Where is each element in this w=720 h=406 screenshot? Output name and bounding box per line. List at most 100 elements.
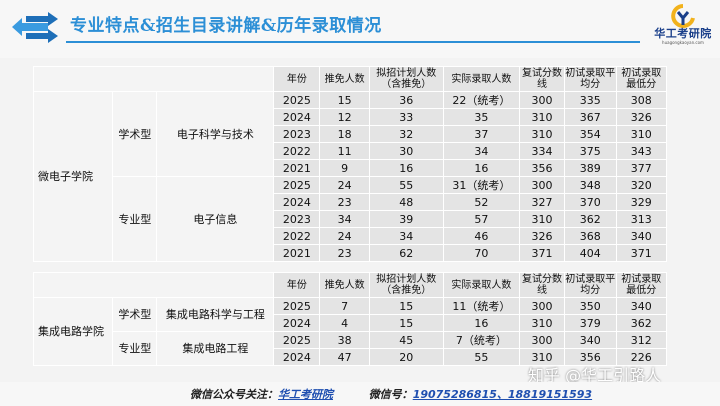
cell: 55 xyxy=(368,176,444,194)
cell: 2025 xyxy=(273,91,321,109)
cell: 4 xyxy=(319,314,370,332)
degree-type: 学术型 xyxy=(112,297,158,332)
cell: 356 xyxy=(564,348,617,366)
cell: 62 xyxy=(368,244,444,262)
column-header: 初试录取最低分 xyxy=(615,66,668,92)
cell: 343 xyxy=(615,142,668,160)
cell: 313 xyxy=(615,210,668,228)
cell: 15 xyxy=(319,91,370,109)
cell: 367 xyxy=(564,108,617,126)
header-spacer xyxy=(32,272,275,298)
cell: 362 xyxy=(564,210,617,228)
cell: 326 xyxy=(518,227,566,245)
table-row: 集成电路学院 学术型 集成电路科学与工程 2025 7 15 11（统考） 30… xyxy=(32,297,668,366)
table-header-row: 年份 推免人数 拟招计划人数（含推免） 实际录取人数 复试分数线 初试录取平均分… xyxy=(32,272,668,298)
table-row: 专业型 集成电路工程 2025 38 45 7（统考） 300 340 312 xyxy=(34,331,668,366)
cell: 310 xyxy=(518,125,566,143)
cell: 2023 xyxy=(273,125,321,143)
cell: 7（统考） xyxy=(442,331,520,349)
wechat-id-value: 19075286815、18819151593 xyxy=(412,388,593,401)
table-row: 2024 47 20 55 310 356 226 xyxy=(34,348,668,366)
cell: 32 xyxy=(368,125,444,143)
cell: 312 xyxy=(615,331,668,349)
column-header: 初试录取平均分 xyxy=(564,272,617,298)
logo-name: 华工考研院 xyxy=(654,27,712,40)
cell: 7 xyxy=(319,297,370,315)
cell: 30 xyxy=(368,142,444,160)
table-row: 2022 24 34 46 326 368 340 xyxy=(34,227,668,245)
cell: 2025 xyxy=(273,331,321,349)
college-name: 集成电路学院 xyxy=(32,297,114,366)
cell: 310 xyxy=(518,314,566,332)
page-header: 专业特点&招生目录讲解&历年录取情况 华工考研院 huagongkaoyan.c… xyxy=(0,0,720,58)
column-header: 年份 xyxy=(273,272,321,298)
table-row: 2024 12 33 35 310 367 326 xyxy=(34,108,668,126)
degree-type: 专业型 xyxy=(112,176,158,262)
cell: 377 xyxy=(615,159,668,177)
cell: 11（统考） xyxy=(442,297,520,315)
cell: 48 xyxy=(368,193,444,211)
cell: 2022 xyxy=(273,142,321,160)
column-header: 实际录取人数 xyxy=(442,272,520,298)
column-header: 推免人数 xyxy=(319,272,370,298)
column-header: 年份 xyxy=(273,66,321,92)
cell: 18 xyxy=(319,125,370,143)
cell: 2021 xyxy=(273,244,321,262)
wechat-public-value: 华工考研院 xyxy=(278,388,333,401)
cell: 45 xyxy=(368,331,444,349)
degree-type: 专业型 xyxy=(112,331,158,366)
cell: 340 xyxy=(564,331,617,349)
cell: 300 xyxy=(518,331,566,349)
cell: 24 xyxy=(319,176,370,194)
swap-arrows-icon xyxy=(10,10,60,44)
cell: 23 xyxy=(319,193,370,211)
column-header: 拟招计划人数（含推免） xyxy=(368,272,444,298)
cell: 11 xyxy=(319,142,370,160)
cell: 35 xyxy=(442,108,520,126)
table-row: 微电子学院 学术型 电子科学与技术 2025 15 36 22（统考） 300 … xyxy=(32,91,668,262)
logo-mark-icon xyxy=(671,4,695,28)
cell: 371 xyxy=(518,244,566,262)
cell: 300 xyxy=(518,176,566,194)
column-header: 推免人数 xyxy=(319,66,370,92)
cell: 37 xyxy=(442,125,520,143)
cell: 2024 xyxy=(273,108,321,126)
cell: 326 xyxy=(615,108,668,126)
cell: 310 xyxy=(615,125,668,143)
cell: 33 xyxy=(368,108,444,126)
cell: 310 xyxy=(518,348,566,366)
brand-logo: 华工考研院 huagongkaoyan.com xyxy=(646,4,720,48)
cell: 55 xyxy=(442,348,520,366)
cell: 335 xyxy=(564,91,617,109)
cell: 2022 xyxy=(273,227,321,245)
cell: 370 xyxy=(564,193,617,211)
cell: 348 xyxy=(564,176,617,194)
cell: 15 xyxy=(368,297,444,315)
cell: 404 xyxy=(564,244,617,262)
cell: 34 xyxy=(319,210,370,228)
header-spacer xyxy=(32,66,275,92)
major-name: 集成电路工程 xyxy=(156,331,275,366)
table-row: 2024 4 15 16 310 379 362 xyxy=(34,314,668,332)
cell: 327 xyxy=(518,193,566,211)
major-name: 电子信息 xyxy=(156,176,275,262)
cell: 34 xyxy=(442,142,520,160)
wechat-id-label: 微信号： xyxy=(368,388,413,401)
cell: 2021 xyxy=(273,159,321,177)
cell: 356 xyxy=(518,159,566,177)
degree-type: 学术型 xyxy=(112,91,158,177)
column-header: 复试分数线 xyxy=(518,66,566,92)
cell: 350 xyxy=(564,297,617,315)
cell: 34 xyxy=(368,227,444,245)
cell: 300 xyxy=(518,297,566,315)
college-name: 微电子学院 xyxy=(32,91,114,262)
cell: 2024 xyxy=(273,348,321,366)
admission-table-microelectronics: 年份 推免人数 拟招计划人数（含推免） 实际录取人数 复试分数线 初试录取平均分… xyxy=(32,66,668,262)
cell: 379 xyxy=(564,314,617,332)
column-header: 初试录取最低分 xyxy=(615,272,668,298)
cell: 57 xyxy=(442,210,520,228)
cell: 226 xyxy=(615,348,668,366)
cell: 300 xyxy=(518,91,566,109)
cell: 20 xyxy=(368,348,444,366)
cell: 375 xyxy=(564,142,617,160)
